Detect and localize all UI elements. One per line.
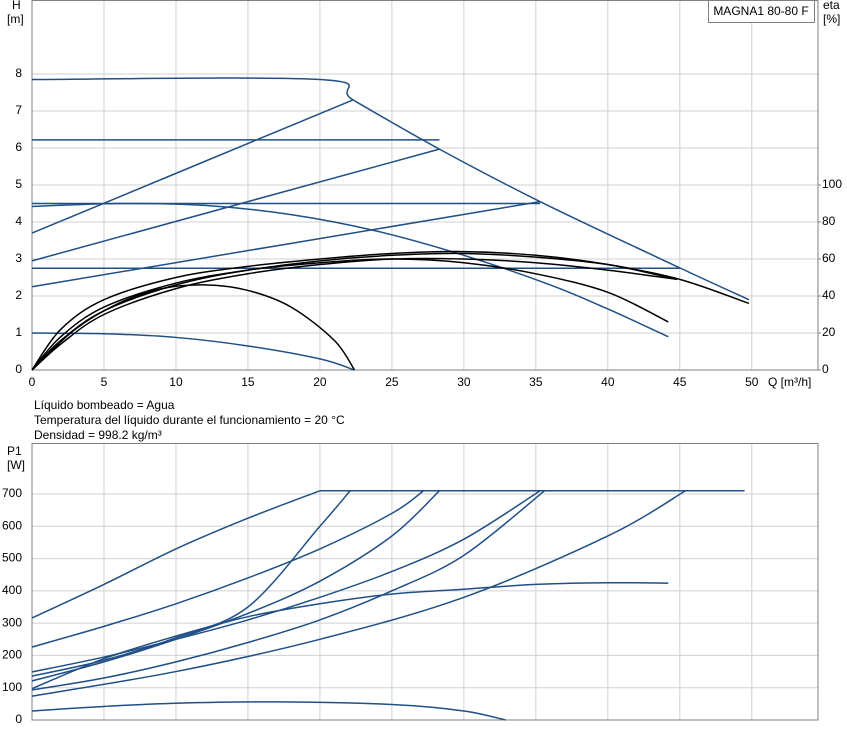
y2-tick-label: 80 [822,214,836,228]
y-tick-label: 4 [15,214,22,228]
bottom-plot-frame [31,443,819,721]
curve [31,701,506,721]
x-tick-label: 30 [457,375,471,389]
y2-axis-unit: [%] [823,12,840,26]
y2-tick-label: 40 [822,288,836,302]
note: Líquido bombeado = Agua [34,398,175,412]
efficiency-curve [31,284,356,371]
y-tick-label: 100 [2,680,22,694]
y-axis-unit: [W] [7,458,25,472]
x-tick-label: 10 [169,375,183,389]
chart-title: MAGNA1 80-80 F [713,4,808,18]
curve [31,332,355,371]
x-tick-label: 45 [673,375,687,389]
x-axis-label: Q [m³/h] [768,375,811,389]
y-axis-label: H [12,0,21,12]
curve [31,148,440,262]
y-tick-label: 8 [15,66,22,80]
curve [31,202,669,338]
x-tick-label: 35 [529,375,543,389]
y-tick-label: 400 [2,583,22,597]
y2-axis-label: eta [823,0,840,12]
x-tick-label: 40 [601,375,615,389]
y-tick-label: 0 [15,712,22,726]
y2-tick-label: 60 [822,251,836,265]
curve [31,490,321,619]
model-box [708,0,815,23]
y-tick-label: 7 [15,103,22,117]
x-tick-label: 50 [745,375,759,389]
efficiency-curve [31,258,669,371]
note: Densidad = 998.2 kg/m³ [34,428,162,442]
curve [31,99,354,234]
curve [31,490,351,677]
y-tick-label: 300 [2,615,22,629]
y2-tick-label: 20 [822,325,836,339]
y-tick-label: 5 [15,177,22,191]
y2-tick-label: 100 [822,177,842,191]
x-tick-label: 20 [313,375,327,389]
y-tick-label: 600 [2,518,22,532]
curve [31,490,440,682]
curve [31,581,669,690]
curve [31,200,541,288]
y-tick-label: 500 [2,551,22,565]
y-axis-unit: [m] [7,12,24,26]
curve [31,77,750,301]
y-tick-label: 1 [15,325,22,339]
y-tick-label: 200 [2,648,22,662]
y-tick-label: 2 [15,288,22,302]
x-tick-label: 25 [385,375,399,389]
efficiency-curve [31,257,678,371]
x-tick-label: 0 [29,375,36,389]
x-tick-label: 15 [241,375,255,389]
x-tick-label: 5 [101,375,108,389]
curve [31,490,424,648]
curve [31,490,686,697]
curve [31,490,545,691]
y-tick-label: 3 [15,251,22,265]
y-tick-label: 700 [2,486,22,500]
efficiency-curve [31,252,678,371]
y-tick-label: 6 [15,140,22,154]
y-axis-label: P1 [7,444,22,458]
note: Temperatura del líquido durante el funci… [34,413,345,427]
y-tick-label: 0 [15,362,22,376]
y2-tick-label: 0 [822,362,829,376]
